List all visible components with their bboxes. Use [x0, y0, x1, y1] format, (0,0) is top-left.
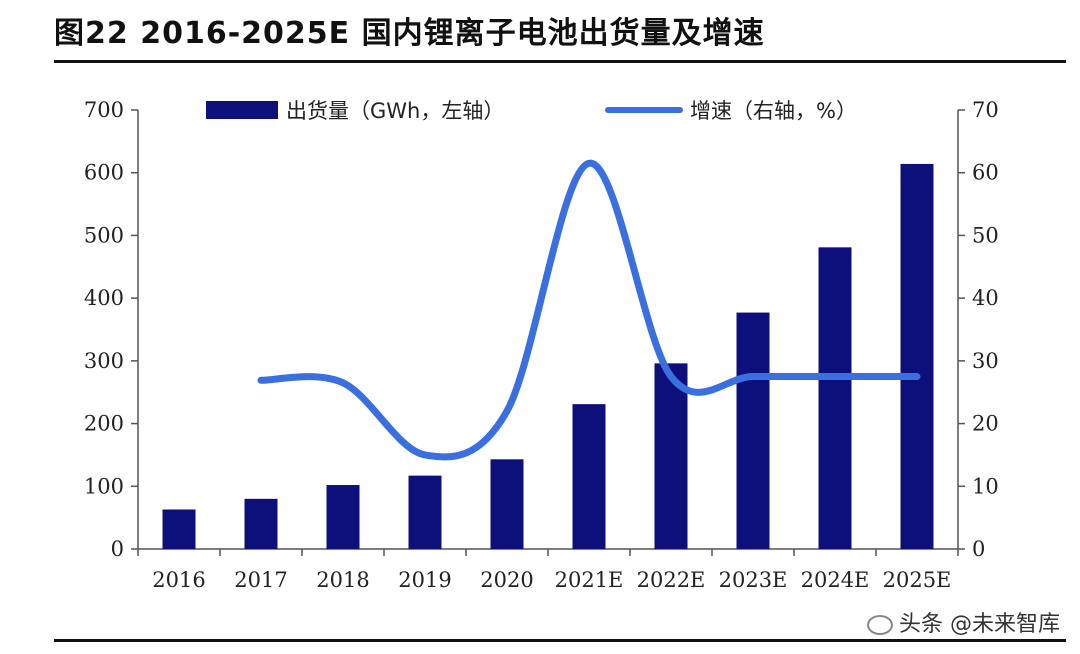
right-tick-label: 10: [972, 474, 999, 498]
x-tick-label: 2016: [152, 568, 205, 592]
watermark-text: 头条 @未来智库: [899, 612, 1060, 637]
bar: [654, 363, 688, 549]
left-tick-label: 600: [84, 161, 124, 185]
bar: [900, 163, 934, 550]
x-tick-label: 2017: [234, 568, 287, 592]
figure-title: 图22 2016-2025E 国内锂离子电池出货量及增速: [54, 16, 765, 51]
growth-line-path: [257, 159, 921, 461]
bars: [162, 163, 934, 550]
growth-line: [257, 159, 921, 461]
right-tick-label: 70: [972, 98, 999, 122]
wechat-icon: [867, 615, 893, 635]
legend-line-label: 增速（右轴，%）: [690, 99, 857, 123]
left-tick-label: 0: [111, 537, 124, 561]
right-tick-label: 40: [972, 286, 999, 310]
bar: [572, 404, 606, 549]
x-tick-label: 2020: [480, 568, 533, 592]
bar: [490, 459, 524, 549]
left-tick-label: 700: [84, 98, 124, 122]
x-tick-label: 2024E: [801, 568, 870, 592]
right-tick-label: 60: [972, 161, 999, 185]
bar: [244, 498, 278, 549]
left-tick-label: 400: [84, 286, 124, 310]
x-tick-label: 2025E: [883, 568, 952, 592]
tick-labels: 0 100 200 300 400 500 600 700 0 10 20 30 40 50 60 70 201…: [84, 98, 999, 592]
right-tick-label: 50: [972, 223, 999, 247]
legend-bar-swatch: [206, 101, 278, 119]
left-tick-label: 300: [84, 349, 124, 373]
right-tick-label: 0: [972, 537, 985, 561]
x-tick-label: 2022E: [637, 568, 706, 592]
x-tick-label: 2019: [398, 568, 451, 592]
x-tick-label: 2023E: [719, 568, 788, 592]
right-tick-label: 30: [972, 349, 999, 373]
bar: [408, 475, 442, 549]
top-rule: [54, 60, 1066, 63]
bar: [818, 247, 852, 549]
legend: 出货量（GWh，左轴） 增速（右轴，%）: [206, 99, 857, 123]
bar: [162, 509, 196, 549]
x-tick-label: 2018: [316, 568, 369, 592]
left-tick-label: 100: [84, 474, 124, 498]
x-tick-label: 2021E: [555, 568, 624, 592]
bottom-rule: [54, 639, 1066, 642]
left-tick-label: 200: [84, 412, 124, 436]
left-tick-label: 500: [84, 223, 124, 247]
watermark: 头条 @未来智库: [867, 606, 1060, 638]
right-tick-label: 20: [972, 412, 999, 436]
bar: [326, 485, 360, 549]
legend-bar-label: 出货量（GWh，左轴）: [286, 99, 504, 123]
bar: [736, 312, 770, 549]
